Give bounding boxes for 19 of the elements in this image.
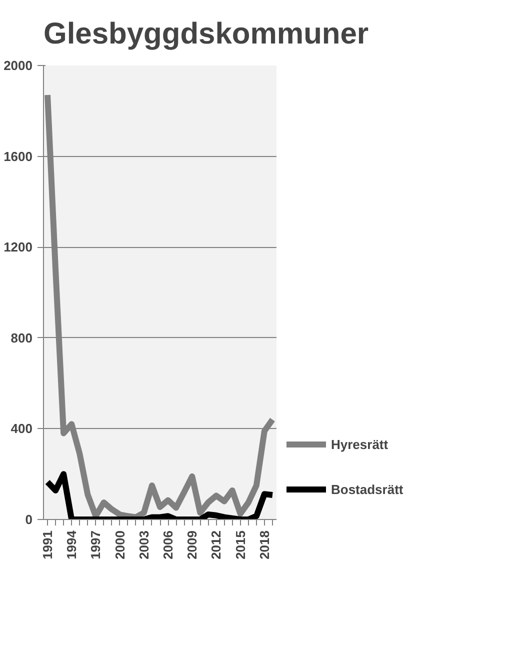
chart-title: Glesbyggdskommuner xyxy=(44,18,369,50)
x-tick-label: 1991 xyxy=(40,530,56,560)
y-tick-label: 400 xyxy=(10,421,33,436)
legend-label: Bostadsrätt xyxy=(331,482,404,496)
x-tick-label: 2015 xyxy=(232,530,248,560)
y-tick-label: 2000 xyxy=(4,58,32,73)
x-tick-label: 2012 xyxy=(208,530,224,560)
y-tick-label: 0 xyxy=(25,512,33,527)
x-tick-label: 1994 xyxy=(64,530,80,560)
x-tick-label: 1997 xyxy=(88,530,104,560)
x-tick-label: 2006 xyxy=(160,530,176,560)
y-tick-label: 800 xyxy=(10,330,33,346)
legend-label: Hyresrätt xyxy=(331,436,388,452)
x-tick-label: 2003 xyxy=(136,530,152,560)
y-tick-label: 1200 xyxy=(4,240,32,255)
x-tick-label: 2009 xyxy=(184,530,200,560)
y-tick-label: 1600 xyxy=(4,148,32,164)
x-tick-label: 2000 xyxy=(112,530,128,560)
x-tick-label: 2018 xyxy=(256,530,272,560)
